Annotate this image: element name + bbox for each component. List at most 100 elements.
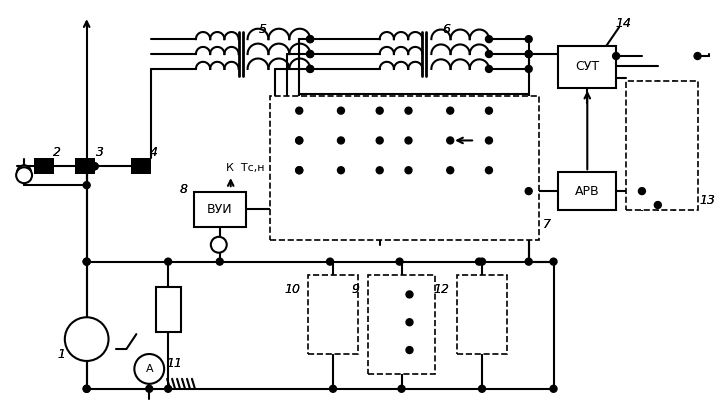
- Circle shape: [330, 385, 336, 392]
- Text: 12: 12: [433, 283, 449, 296]
- Circle shape: [406, 347, 413, 354]
- Bar: [75, 159, 94, 174]
- Bar: [559, 46, 616, 88]
- Circle shape: [406, 319, 413, 326]
- Text: 7: 7: [543, 218, 551, 232]
- Bar: [368, 275, 436, 374]
- Circle shape: [525, 66, 532, 72]
- Text: 11: 11: [166, 357, 182, 371]
- Text: 9: 9: [352, 283, 360, 296]
- Text: 11: 11: [166, 357, 182, 371]
- Bar: [457, 275, 507, 354]
- Text: 4: 4: [150, 146, 158, 159]
- Circle shape: [84, 182, 90, 189]
- Circle shape: [525, 258, 532, 265]
- Circle shape: [338, 107, 344, 114]
- Circle shape: [485, 51, 492, 58]
- Circle shape: [307, 51, 314, 58]
- Bar: [194, 192, 246, 227]
- Circle shape: [296, 137, 302, 144]
- Bar: [156, 288, 181, 332]
- Circle shape: [525, 51, 532, 58]
- Text: 8: 8: [180, 183, 188, 195]
- Circle shape: [485, 107, 492, 114]
- Bar: [626, 81, 698, 210]
- Text: 2: 2: [53, 146, 61, 159]
- Text: 2: 2: [53, 146, 61, 159]
- Circle shape: [307, 66, 314, 72]
- Circle shape: [613, 53, 620, 59]
- Circle shape: [296, 137, 302, 144]
- Circle shape: [165, 385, 171, 392]
- Circle shape: [485, 137, 492, 144]
- Circle shape: [65, 317, 109, 361]
- Circle shape: [446, 107, 454, 114]
- Bar: [308, 275, 358, 354]
- Circle shape: [398, 385, 405, 392]
- Circle shape: [338, 137, 344, 144]
- Circle shape: [135, 354, 164, 384]
- Circle shape: [525, 36, 532, 43]
- Circle shape: [84, 163, 90, 170]
- Text: 12: 12: [433, 283, 449, 296]
- Circle shape: [84, 258, 90, 265]
- Circle shape: [377, 107, 383, 114]
- Circle shape: [405, 137, 412, 144]
- Text: 1: 1: [58, 347, 66, 361]
- Text: 10: 10: [284, 283, 300, 296]
- Circle shape: [550, 385, 557, 392]
- Circle shape: [396, 258, 403, 265]
- Circle shape: [405, 107, 412, 114]
- Text: 5: 5: [258, 23, 266, 36]
- Text: ВУИ: ВУИ: [207, 203, 233, 216]
- Text: 3: 3: [96, 146, 104, 159]
- Circle shape: [694, 53, 701, 59]
- Circle shape: [307, 36, 314, 43]
- Circle shape: [307, 66, 314, 72]
- Circle shape: [84, 385, 90, 392]
- Text: 1: 1: [58, 347, 66, 361]
- Circle shape: [91, 163, 98, 170]
- Text: 9: 9: [352, 283, 360, 296]
- Circle shape: [338, 167, 344, 174]
- Circle shape: [446, 137, 454, 144]
- Text: К  Тс,н: К Тс,н: [226, 163, 264, 173]
- Circle shape: [327, 258, 333, 265]
- Text: 13: 13: [700, 193, 716, 207]
- Circle shape: [485, 167, 492, 174]
- Text: 14: 14: [615, 17, 631, 30]
- Circle shape: [307, 36, 314, 43]
- Circle shape: [91, 163, 98, 170]
- Circle shape: [16, 167, 32, 183]
- Text: 7: 7: [543, 218, 551, 232]
- Circle shape: [17, 165, 31, 179]
- Circle shape: [165, 258, 171, 265]
- Circle shape: [479, 258, 485, 265]
- Circle shape: [405, 167, 412, 174]
- Circle shape: [377, 137, 383, 144]
- Bar: [131, 159, 151, 174]
- Circle shape: [654, 202, 661, 208]
- Circle shape: [84, 258, 90, 265]
- Circle shape: [307, 51, 314, 58]
- Text: СУТ: СУТ: [575, 61, 599, 73]
- Text: АРВ: АРВ: [575, 185, 600, 198]
- Circle shape: [296, 167, 302, 174]
- Bar: [271, 96, 539, 240]
- Text: A: A: [145, 364, 153, 374]
- Text: 6: 6: [442, 23, 450, 36]
- Bar: [34, 159, 54, 174]
- Circle shape: [84, 385, 90, 392]
- Circle shape: [296, 107, 302, 114]
- Text: 6: 6: [442, 23, 450, 36]
- Text: 3: 3: [96, 146, 104, 159]
- Circle shape: [639, 188, 645, 195]
- Text: 4: 4: [150, 146, 158, 159]
- Circle shape: [211, 237, 227, 253]
- Circle shape: [296, 167, 302, 174]
- Circle shape: [525, 51, 532, 58]
- Text: 5: 5: [258, 23, 266, 36]
- Circle shape: [377, 167, 383, 174]
- Circle shape: [216, 258, 223, 265]
- Circle shape: [479, 385, 485, 392]
